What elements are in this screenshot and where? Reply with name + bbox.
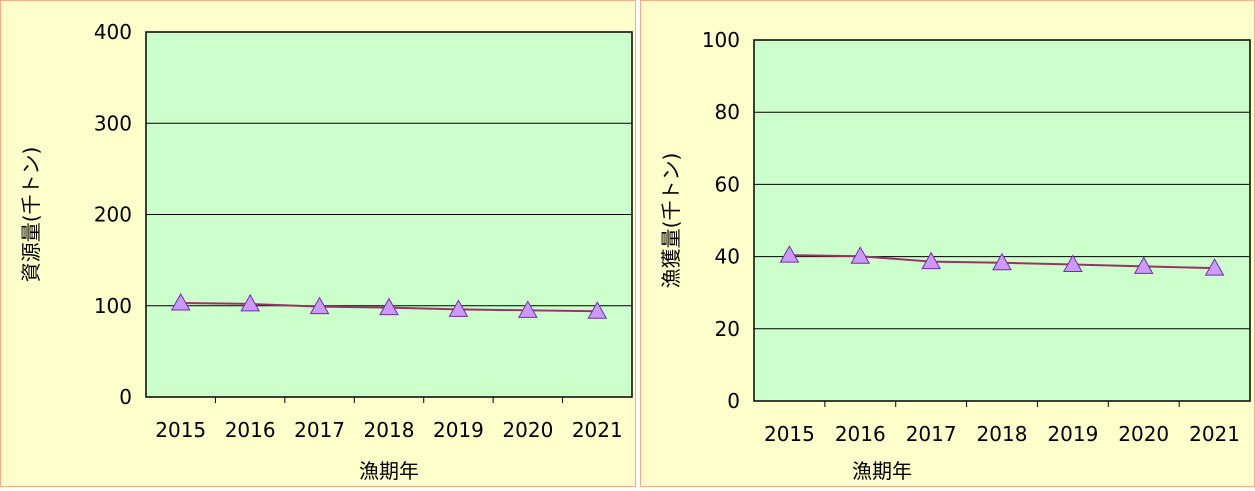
y-tick-label: 400 bbox=[94, 20, 132, 44]
x-tick-label: 2015 bbox=[764, 422, 815, 446]
x-tick-label: 2017 bbox=[294, 418, 345, 442]
x-tick-label: 2015 bbox=[155, 418, 206, 442]
x-axis-label: 漁期年 bbox=[359, 459, 419, 483]
y-tick-label: 40 bbox=[715, 245, 740, 269]
marker bbox=[1063, 254, 1083, 273]
plot-border bbox=[753, 39, 1251, 402]
marker bbox=[587, 301, 608, 319]
marker bbox=[1204, 258, 1225, 276]
x-tick-label: 2021 bbox=[572, 418, 623, 442]
y-tick-label: 60 bbox=[715, 172, 740, 196]
marker bbox=[1133, 256, 1154, 274]
x-tick-label: 2020 bbox=[1118, 422, 1169, 446]
marker bbox=[921, 251, 941, 270]
marker bbox=[240, 293, 260, 312]
y-axis-label: 漁獲量(千トン) bbox=[659, 153, 683, 289]
x-axis-label: 漁期年 bbox=[852, 459, 912, 483]
x-tick-label: 2017 bbox=[906, 422, 957, 446]
y-tick-label: 100 bbox=[702, 28, 740, 52]
x-tick-label: 2018 bbox=[364, 418, 415, 442]
plot-area bbox=[754, 40, 1250, 401]
y-tick-label: 0 bbox=[727, 389, 740, 413]
y-axis-label: 資源量(千トン) bbox=[19, 147, 43, 283]
x-tick-label: 2020 bbox=[502, 418, 553, 442]
x-tick-label: 2016 bbox=[835, 422, 886, 446]
y-tick-label: 200 bbox=[94, 203, 132, 227]
marker bbox=[309, 296, 330, 315]
x-tick-label: 2021 bbox=[1189, 422, 1240, 446]
marker bbox=[779, 245, 800, 263]
marker bbox=[992, 252, 1012, 271]
marker bbox=[850, 246, 871, 264]
x-tick-label: 2016 bbox=[225, 418, 276, 442]
y-tick-label: 80 bbox=[715, 100, 740, 124]
y-tick-label: 100 bbox=[94, 294, 132, 318]
marker bbox=[448, 299, 469, 317]
y-tick-label: 20 bbox=[715, 317, 740, 341]
x-tick-label: 2019 bbox=[1047, 422, 1098, 446]
marker bbox=[518, 300, 538, 318]
x-tick-label: 2019 bbox=[433, 418, 484, 442]
y-tick-label: 0 bbox=[119, 385, 132, 409]
chart: 0 100 200 300 400 2015 2016 2017 2018 2019 2020 202… bbox=[0, 0, 636, 487]
marker bbox=[379, 297, 399, 316]
marker bbox=[170, 292, 191, 311]
x-tick-label: 2018 bbox=[977, 422, 1028, 446]
chart: 0 20 40 60 80 100 2015 2016 2017 2018 2019 2020 2021… bbox=[640, 0, 1255, 487]
plot-border bbox=[145, 31, 633, 398]
y-tick-label: 300 bbox=[94, 111, 132, 135]
